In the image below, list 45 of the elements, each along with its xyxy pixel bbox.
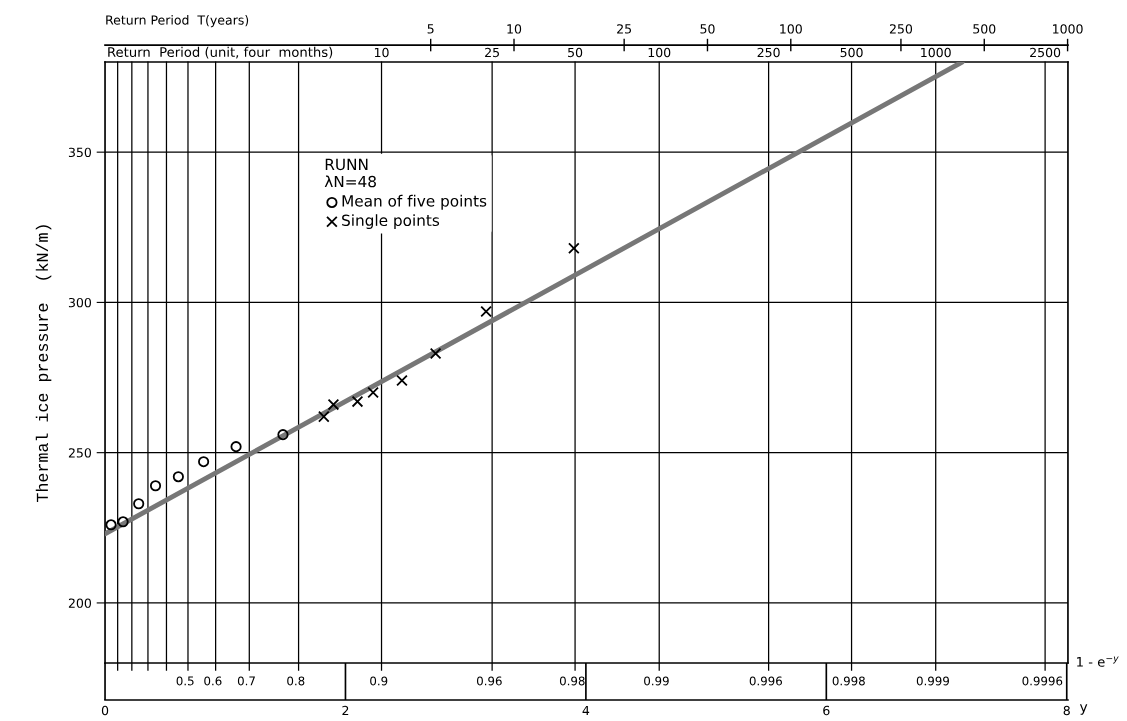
text: 2500 bbox=[1030, 47, 1061, 58]
x2-tick-label: 5 bbox=[427, 24, 434, 34]
text: 25 bbox=[485, 47, 499, 58]
x-tick-label: 0 bbox=[101, 705, 109, 716]
text: 1000 bbox=[921, 47, 951, 58]
text: 1 - e$^{−y}$ bbox=[1077, 656, 1119, 667]
x2-tick-label: 100 bbox=[780, 24, 802, 34]
text: 10 bbox=[374, 47, 389, 58]
x-axis-title: y bbox=[1079, 704, 1088, 715]
text: 0.6 bbox=[204, 676, 222, 686]
text: Return Period (unit, four months) bbox=[108, 46, 333, 59]
text: 0.98 bbox=[559, 676, 585, 686]
text: 0.7 bbox=[237, 676, 255, 686]
y-axis-title: Thermal ice pressure (kN/m) bbox=[35, 225, 52, 502]
text: 0.99 bbox=[644, 676, 669, 686]
x-tick-label: 4 bbox=[582, 705, 590, 716]
x2-tick-label: 1000 bbox=[1053, 24, 1083, 34]
text: 0.9 bbox=[370, 676, 388, 686]
x2-tick-label: 25 bbox=[617, 24, 632, 34]
text: 0.998 bbox=[832, 676, 865, 686]
x-tick-label: 8 bbox=[1063, 705, 1070, 716]
x-tick-label: 2 bbox=[342, 705, 349, 716]
text: 0.5 bbox=[176, 676, 194, 686]
x-tick-label: 6 bbox=[823, 705, 830, 716]
x2-axis-title: Return Period T(years) bbox=[106, 15, 249, 28]
x2-tick-label: 500 bbox=[973, 24, 996, 34]
text: 0.9996 bbox=[1022, 676, 1063, 686]
legend-label: Single points bbox=[342, 214, 440, 229]
y-tick-label: 350 bbox=[68, 147, 92, 158]
text: 0.996 bbox=[749, 676, 782, 686]
y-tick-label: 300 bbox=[68, 297, 92, 308]
legend-title: RUNN λN=48 bbox=[324, 158, 376, 188]
legend-label: Mean of five points bbox=[342, 194, 487, 210]
text: 0.96 bbox=[476, 676, 502, 686]
y-tick-label: 250 bbox=[68, 448, 92, 458]
text: 100 bbox=[648, 47, 671, 58]
text: 0.8 bbox=[287, 676, 305, 686]
text: 0.999 bbox=[916, 676, 949, 686]
text: 250 bbox=[757, 47, 780, 58]
text: 50 bbox=[568, 47, 583, 58]
x2-tick-label: 50 bbox=[700, 24, 715, 34]
x2-tick-label: 10 bbox=[507, 24, 522, 34]
y-tick-label: 200 bbox=[68, 598, 92, 608]
text: 500 bbox=[840, 47, 863, 58]
x2-tick-label: 250 bbox=[889, 24, 913, 34]
